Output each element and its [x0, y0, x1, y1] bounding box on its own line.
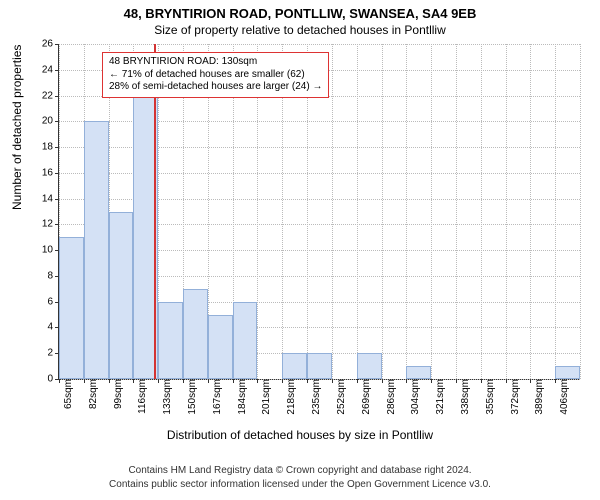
x-tick: 235sqm	[309, 379, 322, 415]
bar	[307, 353, 332, 379]
bar	[282, 353, 307, 379]
bar	[59, 237, 84, 379]
x-tick: 406sqm	[557, 379, 570, 415]
footnote-2: Contains public sector information licen…	[0, 479, 600, 490]
x-tick: 304sqm	[408, 379, 421, 415]
bar	[233, 302, 258, 379]
bar	[406, 366, 431, 379]
x-axis-label: Distribution of detached houses by size …	[0, 428, 600, 442]
x-tick: 82sqm	[86, 379, 99, 409]
bar	[84, 121, 109, 379]
page-title: 48, BRYNTIRION ROAD, PONTLLIW, SWANSEA, …	[0, 0, 600, 21]
x-tick: 218sqm	[284, 379, 297, 415]
footnote-1: Contains HM Land Registry data © Crown c…	[0, 465, 600, 476]
x-tick: 201sqm	[259, 379, 272, 415]
x-tick: 167sqm	[210, 379, 223, 415]
x-tick: 150sqm	[185, 379, 198, 415]
bar	[158, 302, 183, 379]
x-tick: 252sqm	[334, 379, 347, 415]
x-tick: 116sqm	[135, 379, 148, 414]
x-tick: 269sqm	[359, 379, 372, 415]
bar	[183, 289, 208, 379]
bar	[357, 353, 382, 379]
bar	[109, 212, 134, 380]
x-tick: 286sqm	[384, 379, 397, 415]
x-tick: 338sqm	[458, 379, 471, 415]
x-tick: 372sqm	[508, 379, 521, 415]
page-subtitle: Size of property relative to detached ho…	[0, 23, 600, 37]
bar	[208, 315, 233, 379]
annotation-line-1: 48 BRYNTIRION ROAD: 130sqm	[109, 56, 322, 69]
chart-area: 0246810121416182022242665sqm82sqm99sqm11…	[58, 44, 580, 380]
x-tick: 321sqm	[433, 379, 446, 415]
x-tick: 133sqm	[160, 379, 173, 415]
x-tick: 184sqm	[235, 379, 248, 415]
x-tick: 99sqm	[111, 379, 124, 409]
bar	[555, 366, 580, 379]
annotation-box: 48 BRYNTIRION ROAD: 130sqm ← 71% of deta…	[102, 52, 329, 98]
annotation-line-2: ← 71% of detached houses are smaller (62…	[109, 69, 322, 82]
x-tick: 65sqm	[61, 379, 74, 409]
x-tick: 355sqm	[483, 379, 496, 415]
y-axis-label: Number of detached properties	[10, 45, 24, 210]
annotation-line-3: 28% of semi-detached houses are larger (…	[109, 81, 322, 94]
x-tick: 389sqm	[532, 379, 545, 415]
